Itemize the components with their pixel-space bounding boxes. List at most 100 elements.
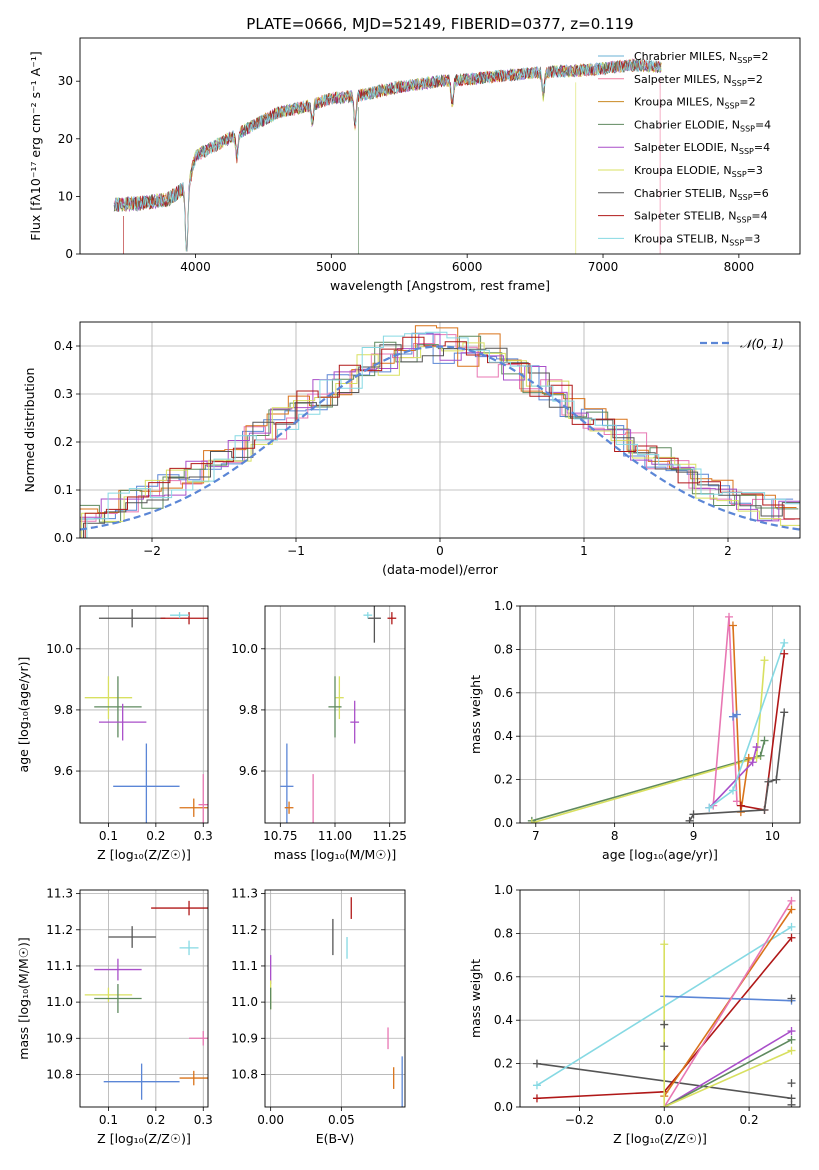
y-tick-label: 10: [58, 189, 73, 203]
y-axis-label: Flux [fλ10⁻¹⁷ erg cm⁻² s⁻¹ A⁻¹]: [28, 51, 43, 240]
residual-histogram-pink: [80, 334, 795, 522]
errorbar-point-k_STELIB: [363, 612, 373, 619]
legend-label-c_ELODIE: Chabrier ELODIE, NSSP=4: [634, 118, 771, 133]
legend-label-k_MILES: Kroupa MILES, NSSP=2: [634, 96, 756, 111]
figure-title: PLATE=0666, MJD=52149, FIBERID=0377, z=0…: [246, 15, 633, 33]
x-tick-label: 7000: [588, 260, 619, 274]
y-tick-label: 9.8: [239, 703, 258, 717]
errorbar-point-s_ELODIE: [98, 703, 147, 741]
errorbar-point-c_STELIB: [98, 609, 166, 628]
weight-marker-s_STELIB: [787, 933, 796, 942]
x-axis-label: Z [log₁₀(Z/Z☉)]: [97, 847, 191, 862]
errorbar-point-s_STELIB: [387, 612, 397, 625]
weight-marker-k_ELODIE: [787, 1046, 796, 1055]
x-tick-label: −1: [287, 544, 305, 558]
weight-marker-orange: [787, 905, 796, 914]
y-tick-label: 11.1: [46, 959, 73, 973]
y-tick-label: 0.0: [494, 816, 513, 830]
x-tick-label: 0.2: [146, 1113, 165, 1127]
errorbar-point-pink: [189, 1031, 208, 1046]
weight-marker-pink: [787, 896, 796, 905]
errorbar-point-pink: [198, 774, 208, 823]
y-tick-label: 0.4: [494, 729, 513, 743]
weight-marker-c_STELIB: [772, 775, 781, 784]
weight-marker-s_STELIB: [780, 649, 789, 658]
weight-marker-pink: [725, 612, 734, 621]
age_vs_Z-plot-area: [84, 609, 208, 823]
residual-histogram-s_ELODIE: [80, 333, 800, 538]
legend-label-s_MILES: Salpeter MILES, NSSP=2: [634, 73, 763, 88]
x-tick-label: 9: [690, 829, 698, 843]
normal-legend-label: 𝒩(0, 1): [740, 337, 784, 351]
age_vs_mass-axes: 10.75 11.00 11.25 9.6 9.8 10.0 mass [log₁₀(M/M…: [231, 606, 407, 862]
y-tick-label: 9.8: [54, 703, 73, 717]
y-axis-label: mass [log₁₀(M/M☉)]: [16, 937, 31, 1059]
y-tick-label: 0.0: [494, 1100, 513, 1114]
y-tick-label: 0: [65, 247, 73, 261]
errorbar-point-blue: [113, 743, 180, 823]
y-tick-label: 10.0: [231, 642, 258, 656]
mass_vs_Z-axes: 0.1 0.2 0.3 10.8 10.9 11.0 11.1 11.2 11.3 Z [log₁…: [16, 887, 213, 1146]
x-tick-label: 8: [611, 829, 619, 843]
x-tick-label: 1: [580, 544, 588, 558]
y-tick-label: 1.0: [494, 599, 513, 613]
spectrum-axes: 4000 5000 6000 7000 8000 0 10 20 30 wavelength [A…: [28, 51, 754, 293]
weight-line-s_ELODIE: [708, 746, 758, 809]
y-tick-label: 0.3: [54, 387, 73, 401]
weight_vs_age-frame: [519, 605, 801, 824]
errorbar-point-k_STELIB: [170, 612, 190, 619]
weight-marker-orange: [728, 621, 737, 630]
y-tick-label: 1.0: [494, 883, 513, 897]
residual-histogram-blue: [80, 332, 794, 521]
mass_vs_Z-frame: [79, 889, 209, 1108]
weight-marker-k_ELODIE: [660, 1103, 669, 1107]
spectrum-plot-area: [113, 58, 662, 254]
legend-label-k_ELODIE: Kroupa ELODIE, NSSP=3: [634, 164, 763, 179]
x-tick-label: 8000: [724, 260, 755, 274]
y-tick-label: 11.2: [46, 923, 73, 937]
age_vs_Z-frame: [79, 605, 209, 824]
weight-marker-s_STELIB: [532, 1094, 541, 1103]
x-axis-label: (data-model)/error: [382, 562, 499, 577]
errorbar-point-orange: [179, 1070, 208, 1086]
errorbar-point-k_ELODIE: [84, 676, 133, 720]
errorbar-point-c_ELODIE: [328, 676, 342, 738]
weight_vs_age-axes: 7 8 9 10 0.0 0.2 0.4 0.6 0.8 1.0 age [log₁₀(age/yr…: [468, 599, 800, 862]
residual-histogram-s_STELIB: [84, 336, 800, 538]
residuals-frame: [79, 321, 801, 539]
errorbar-point-c_ELODIE: [94, 984, 142, 1013]
y-tick-label: 10.9: [231, 1031, 258, 1045]
age_vs_Z-axes: 0.1 0.2 0.3 9.6 9.8 10.0 Z [log₁₀(Z/Z☉)] age [l…: [16, 606, 213, 862]
errorbar-point-s_STELIB: [151, 900, 208, 916]
weight-line-s_ELODIE: [663, 1030, 792, 1107]
y-tick-label: 10.9: [46, 1031, 73, 1045]
y-tick-label: 0.4: [54, 339, 73, 353]
x-tick-label: 0.1: [99, 1113, 118, 1127]
weight-marker-s_ELODIE: [748, 758, 757, 767]
y-tick-label: 0.1: [54, 483, 73, 497]
x-axis-label: age [log₁₀(age/yr)]: [602, 847, 718, 862]
y-tick-label: 10.8: [231, 1067, 258, 1081]
weight-marker-c_STELIB: [764, 777, 773, 786]
residuals-axes: −2 −1 0 1 2 0.0 0.1 0.2 0.3 0.4 (data-model)/error…: [22, 322, 800, 577]
y-axis-label: Normed distribution: [22, 368, 37, 493]
weight-marker-k_ELODIE: [527, 819, 536, 823]
residual-histogram-orange: [80, 325, 797, 513]
weight-marker-k_ELODIE: [760, 656, 769, 665]
spectrum-frame: [79, 37, 801, 255]
y-tick-label: 0.2: [494, 1057, 513, 1071]
x-axis-label: Z [log₁₀(Z/Z☉)]: [97, 1131, 191, 1146]
weight-marker-c_STELIB: [760, 805, 769, 814]
weight-marker-orange: [744, 753, 753, 762]
residual-histogram-c_STELIB: [83, 344, 800, 538]
weight-line-pink: [663, 900, 793, 1107]
errorbar-point-k_ELODIE: [84, 987, 133, 1003]
weight-line-c_ELODIE: [531, 740, 766, 822]
weight-marker-c_STELIB: [685, 816, 694, 823]
weight-marker-c_ELODIE: [760, 736, 769, 745]
weight-marker-k_ELODIE: [660, 940, 669, 949]
residual-histogram-c_ELODIE: [80, 335, 799, 523]
x-tick-label: −0.2: [565, 1113, 594, 1127]
residual-histogram-k_STELIB: [86, 331, 800, 538]
y-tick-label: 20: [58, 132, 73, 146]
